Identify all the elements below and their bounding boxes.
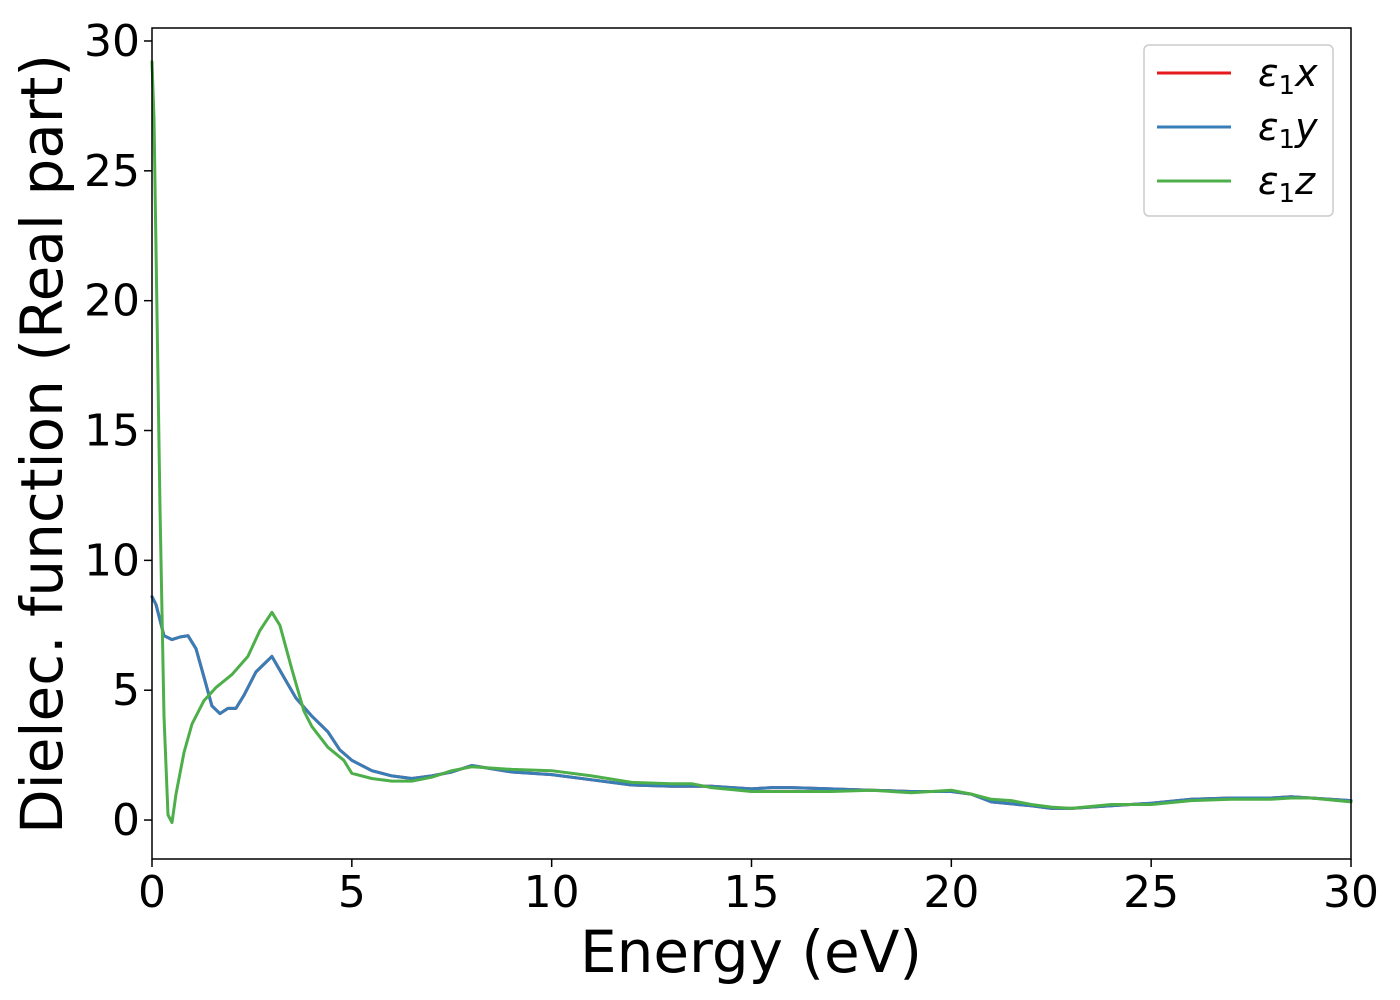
y-tick-label: 20 [84, 276, 140, 327]
y-tick-label: 25 [84, 146, 140, 197]
series-line-2 [150, 595, 1353, 810]
y-axis-title: Dielec. function (Real part) [8, 54, 76, 834]
x-tick-label: 30 [1323, 867, 1379, 918]
x-tick-label: 5 [338, 867, 366, 918]
y-tick-label: 5 [112, 665, 140, 716]
y-axis-ticks: 0 5 10 15 20 25 30 [84, 16, 152, 846]
legend-label-2: ε1y [1258, 105, 1318, 155]
legend-label-1: ε1x [1258, 51, 1318, 101]
x-axis-ticks: 0 5 10 15 20 25 30 [138, 859, 1379, 918]
x-axis-title: Energy (eV) [580, 918, 922, 986]
x-tick-label: 25 [1123, 867, 1179, 918]
series-layer [150, 60, 1353, 825]
y-tick-label: 10 [84, 535, 140, 586]
y-tick-label: 0 [112, 795, 140, 846]
y-tick-label: 15 [84, 406, 140, 457]
y-tick-label: 30 [84, 16, 140, 67]
x-tick-label: 0 [138, 867, 166, 918]
series-line-1 [150, 595, 1353, 810]
x-tick-label: 15 [724, 867, 780, 918]
x-tick-label: 20 [923, 867, 979, 918]
series-line-3 [150, 60, 1353, 825]
legend-label-3: ε1z [1258, 159, 1316, 209]
legend-box [1143, 44, 1334, 217]
x-tick-label: 10 [524, 867, 580, 918]
